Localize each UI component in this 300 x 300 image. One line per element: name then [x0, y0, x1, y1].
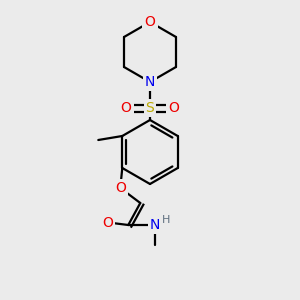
Text: O: O: [145, 15, 155, 29]
Text: O: O: [121, 101, 131, 115]
Text: H: H: [162, 215, 170, 225]
Text: O: O: [169, 101, 179, 115]
Text: N: N: [150, 218, 160, 232]
Text: O: O: [102, 216, 113, 230]
Text: N: N: [145, 75, 155, 89]
Text: O: O: [115, 181, 126, 195]
Text: S: S: [146, 101, 154, 115]
